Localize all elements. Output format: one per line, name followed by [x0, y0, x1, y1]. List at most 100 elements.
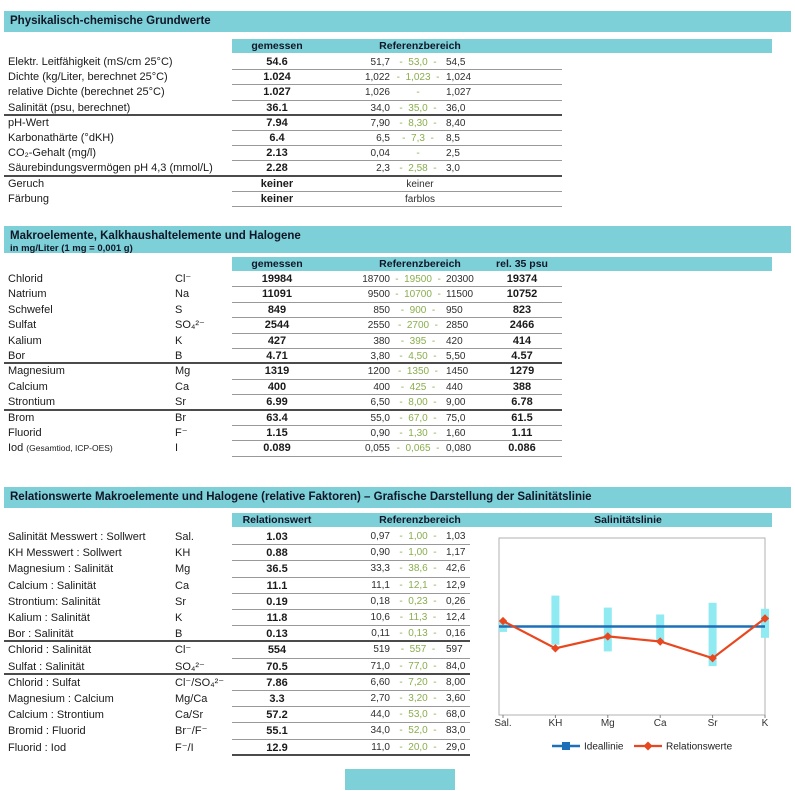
ref-max: 420	[446, 335, 463, 347]
ref-min: 6,60	[370, 676, 390, 688]
rel-35psu-value: 6.78	[511, 396, 533, 409]
measured-value: 2.13	[266, 147, 288, 160]
ref-mid: - 2,58 -	[399, 163, 437, 175]
ref-mid: - 20,0 -	[399, 741, 437, 753]
column-header-reference: Referenzbereich	[379, 514, 461, 526]
element-symbol: Na	[175, 288, 190, 301]
reference-range: 380 - 395 - 420	[330, 334, 510, 349]
row-label-text: Salinität (psu, berechnet)	[8, 101, 131, 114]
row-label: Elektr. Leitfähigkeit (mS/cm 25°C)	[8, 55, 173, 70]
table-row: Karbonathärte (°dKH) 6.4 6,5 - 7,3 - 8,5	[0, 131, 795, 147]
ref-mid: - 557 -	[400, 644, 436, 656]
measured-value: 55.1	[266, 725, 288, 738]
ref-mid-value: 1,023	[405, 72, 431, 84]
ref-max: 9,00	[446, 397, 466, 409]
row-separator-line	[4, 672, 470, 675]
element-symbol: SO₄²⁻	[175, 660, 205, 673]
ref-mid-value: 53,0	[408, 709, 428, 721]
row-label-text: Chlorid : Salinität	[8, 644, 92, 657]
ref-max: 1,027	[446, 87, 472, 99]
ref-min: 34,0	[370, 725, 390, 737]
measured-value: 427	[267, 334, 287, 347]
reference-range: 0,90 - 1,00 - 1,17	[330, 545, 510, 561]
table-row: Brom Br 63.4 55,0 - 67,0 - 75,0 61.5	[0, 411, 795, 426]
ref-mid: - 4,50 -	[399, 351, 437, 362]
measured-value: keiner	[260, 192, 294, 205]
reference-range: 44,0 - 53,0 - 68,0	[330, 707, 510, 723]
ref-mid: - 67,0 -	[399, 412, 437, 424]
row-separator-line	[232, 455, 562, 457]
row-label: Salinität Messwert : Sollwert	[8, 529, 146, 545]
element-symbol: SO₄²⁻	[175, 319, 205, 332]
row-label-text: Kalium	[8, 334, 42, 347]
table-row: Magnesium : Salinität Mg 36.5 33,3 - 38,6 - 4…	[0, 561, 795, 578]
ref-mid: - 11,3 -	[399, 612, 437, 623]
ref-mid-value: 52,0	[408, 725, 428, 737]
rel-35psu-value: 1279	[509, 365, 535, 378]
row-label: Strontium	[8, 395, 55, 410]
reference-range: 1,022 - 1,023 - 1,024	[330, 70, 510, 85]
table-row: Magnesium : Calcium Mg/Ca 3.3 2,70- 3,20 -3…	[0, 691, 795, 708]
row-separator-line	[232, 160, 562, 162]
legend-ideal-label: Ideallinie	[584, 742, 624, 753]
ref-max: 11500	[446, 289, 474, 301]
column-header-bar: gemessen Referenzbereich	[232, 39, 772, 53]
element-symbol: I	[175, 442, 179, 455]
reference-text: keiner	[406, 178, 434, 190]
ref-mid: - 12,1 -	[399, 579, 437, 591]
ref-min: 0,11	[371, 628, 390, 640]
element-symbol: Ca/Sr	[175, 709, 204, 722]
element-symbol: Mg/Ca	[175, 693, 208, 705]
footer-accent-bar	[345, 769, 455, 790]
row-label: KH Messwert : Sollwert	[8, 545, 122, 561]
reference-range: 519 - 557 - 597	[330, 642, 510, 658]
table-row: Chlorid : Salinität Cl⁻ 554 519 - 557 - 597	[0, 642, 795, 659]
row-label-text: Magnesium : Calcium	[8, 693, 114, 705]
reference-range: 2,70 - 3,20 - 3,60	[330, 691, 510, 707]
ref-max: 1450	[446, 366, 469, 378]
x-axis-label: KH	[548, 718, 562, 729]
row-label: Säurebindungsvermögen pH 4,3 (mmol/L)	[8, 161, 213, 176]
reference-range: 6,50 - 8,00 - 9,00	[330, 395, 510, 410]
table-row: Geruch keiner keiner	[0, 177, 795, 192]
section-header-bar: Relationswerte Makroelemente und Halogen…	[4, 487, 791, 508]
row-label: Bor : Salinität	[8, 626, 73, 642]
row-label-text: KH Messwert : Sollwert	[8, 547, 122, 560]
measured-value: 7.86	[266, 676, 288, 689]
table-row: Natrium Na 11091 9500 - 10700 - 11500 10752	[0, 287, 795, 303]
row-label: Sulfat : Salinität	[8, 659, 84, 675]
measured-value: 11.8	[266, 612, 288, 624]
column-header-measured: Relationswert	[242, 514, 312, 526]
row-label: Magnesium : Calcium	[8, 691, 114, 707]
table-row: Säurebindungsvermögen pH 4,3 (mmol/L) 2.2…	[0, 161, 795, 177]
ref-mid: - 1,00 -	[399, 531, 437, 542]
row-label-text: Chlorid : Sulfat	[8, 676, 81, 689]
x-axis-label: Sal.	[494, 718, 511, 729]
ref-mid-value: 1,30	[408, 428, 428, 439]
column-header-reference: Referenzbereich	[379, 40, 461, 52]
table-row: Kalium : Salinität K 11.8 10,6 - 11,3 - 12,4	[0, 610, 795, 627]
measured-value: 1319	[264, 365, 290, 378]
row-label: Chlorid	[8, 272, 43, 287]
measured-value: 19984	[261, 273, 293, 285]
table-row: KH Messwert : Sollwert KH 0.88 0,90 - 1,00 -…	[0, 545, 795, 562]
table-row: relative Dichte (berechnet 25°C) 1.027 1,0…	[0, 85, 795, 101]
measured-value: 4.71	[266, 350, 288, 362]
ref-mid-value: 12,1	[408, 579, 428, 591]
ref-max: 54,5	[446, 57, 466, 68]
measured-value: 2544	[264, 319, 290, 332]
row-separator-line	[232, 608, 470, 610]
ref-mid-value: 1,00	[408, 531, 428, 542]
ref-mid-value: 8,30	[408, 117, 428, 129]
element-symbol: S	[175, 303, 183, 316]
element-symbol: Cl⁻	[175, 644, 192, 657]
ref-min: 0,18	[370, 595, 390, 607]
reference-range-bar	[551, 595, 560, 645]
reference-range: 0,97 - 1,00 - 1,03	[330, 529, 510, 545]
reference-range: 34,0 - 52,0 - 83,0	[330, 723, 510, 739]
ref-max: 84,0	[446, 660, 466, 672]
reference-range-bar	[761, 608, 769, 638]
measured-value: 0.13	[266, 628, 288, 641]
reference-range: 10,6 - 11,3 - 12,4	[330, 610, 510, 626]
ref-max: 0,16	[446, 628, 466, 640]
